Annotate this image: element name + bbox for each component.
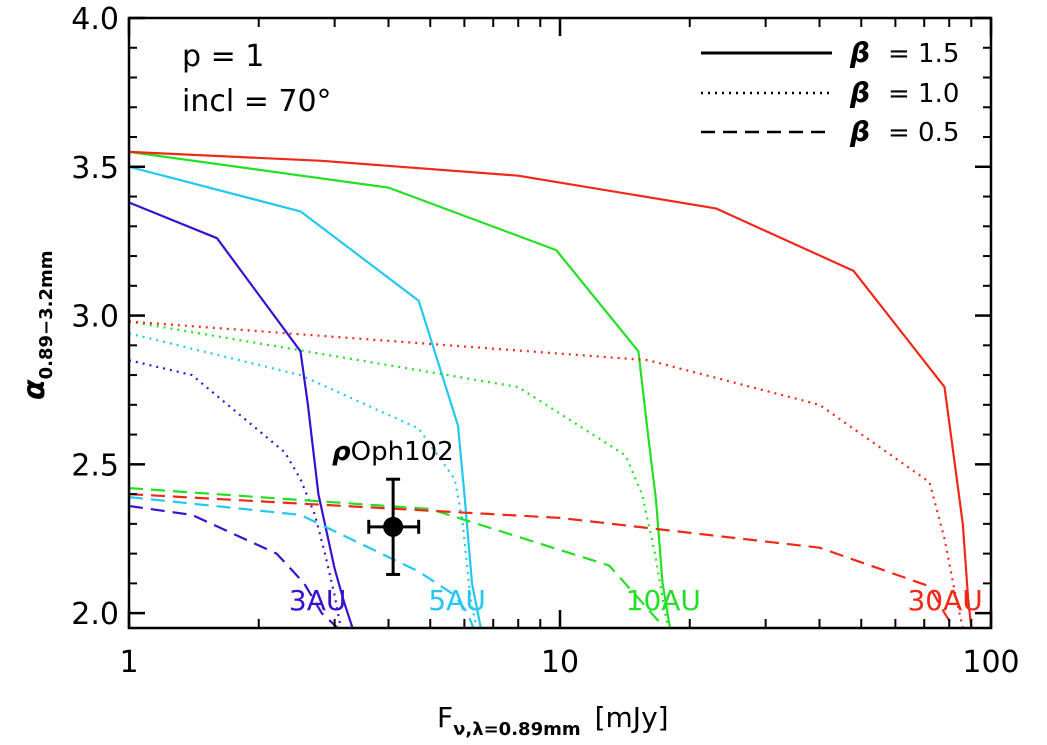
legend-label-dashed: = 0.5 (888, 118, 959, 148)
radius-label-3au: 3AU (289, 584, 346, 617)
y-tick-label: 3.5 (71, 151, 119, 186)
legend-label-dotted: = 1.0 (888, 79, 959, 109)
series-line-5au-dashed (129, 496, 475, 628)
y-axis-title-sub: 0.89−3.2mm (36, 250, 57, 379)
legend-beta-symbol: β (849, 36, 870, 69)
series-line-10au-solid (129, 150, 672, 628)
x-tick-label: 10 (541, 645, 579, 680)
y-tick-label: 4.0 (71, 2, 119, 37)
data-point-marker (383, 516, 404, 537)
series-line-30au-solid (129, 150, 973, 628)
x-tick-label: 1 (119, 645, 138, 680)
legend-beta-symbol: β (849, 76, 870, 109)
param-p-annotation: p = 1 (182, 39, 264, 74)
legend-label-solid: = 1.5 (888, 39, 959, 69)
y-axis-title: α0.89−3.2mm (17, 250, 57, 400)
y-tick-label: 2.5 (71, 448, 119, 483)
radius-label-10au: 10AU (626, 584, 701, 617)
y-tick-label: 2.0 (71, 597, 119, 632)
point-label-text: Oph102 (351, 437, 454, 467)
series-line-3au-dotted (129, 359, 342, 628)
legend: β = 1.5 β = 1.0 β = 0.5 (701, 36, 959, 148)
x-axis-title-sub: ν,λ=0.89mm (453, 719, 581, 740)
axes-layer: 2.0 2.5 3.0 3.5 4.0 1 10 100 3AU 5AU 10AU 30AU (71, 2, 1019, 680)
y-axis-title-main: α (17, 379, 52, 400)
series-line-5au-solid (129, 165, 482, 628)
param-incl-annotation: incl = 70° (182, 84, 332, 119)
radius-label-30au: 30AU (907, 584, 982, 617)
series-line-30au-dotted (129, 320, 964, 628)
point-label: ρOph102 (332, 437, 454, 467)
series-line-5au-dotted (129, 332, 478, 628)
x-tick-label: 100 (962, 645, 1019, 680)
legend-beta-symbol: β (849, 115, 870, 148)
data-point-group (367, 477, 421, 576)
x-axis-title-main: F (437, 701, 453, 734)
series-line-10au-dotted (129, 320, 669, 628)
point-label-rho: ρ (332, 437, 351, 467)
radius-label-5au: 5AU (428, 584, 485, 617)
x-axis-title: Fν,λ=0.89mm [mJy] (437, 701, 669, 740)
series-layer (129, 150, 973, 628)
series-line-3au-solid (129, 201, 354, 628)
x-axis-title-unit: [mJy] (595, 701, 669, 734)
series-line-30au-dashed (129, 493, 955, 628)
series-line-10au-dashed (129, 487, 666, 628)
series-line-3au-dashed (129, 504, 339, 628)
y-tick-label: 3.0 (71, 300, 119, 335)
